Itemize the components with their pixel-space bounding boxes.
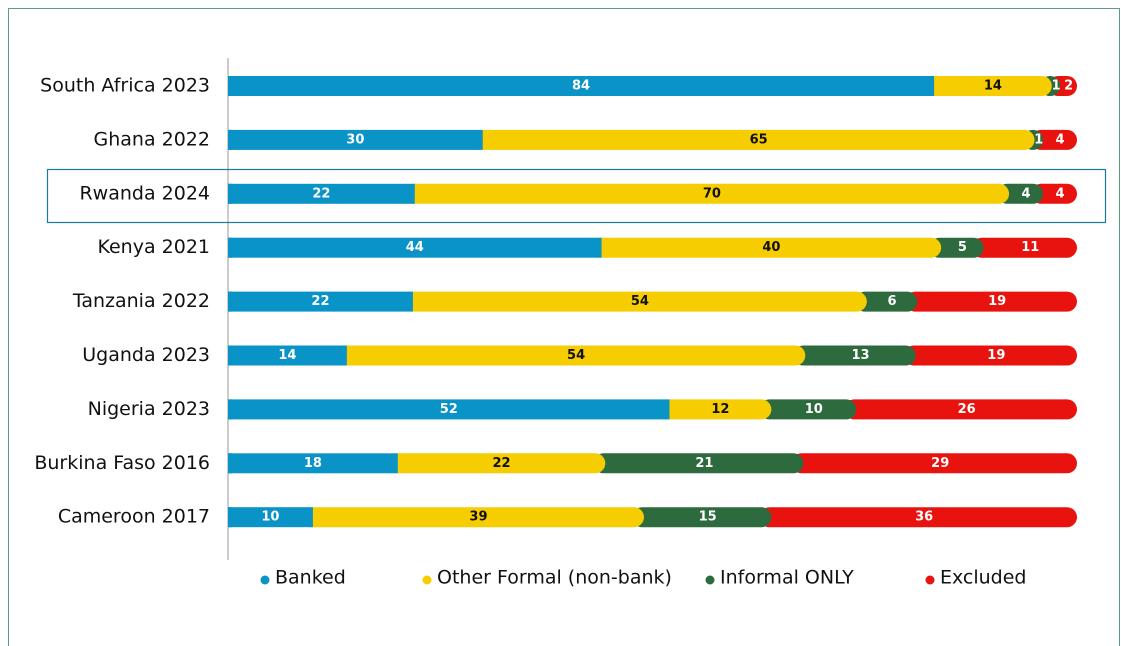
bar-segment (228, 399, 670, 420)
bar-segment (470, 129, 1035, 150)
bar-cap (228, 345, 232, 366)
bar-cap (228, 507, 232, 528)
legend-label: Informal ONLY (720, 567, 854, 589)
highlight-box (46, 168, 1107, 224)
legend-marker (705, 575, 715, 585)
value-label: 5 (958, 240, 967, 255)
bar-segment (1031, 183, 1077, 204)
value-label: 52 (440, 402, 458, 417)
value-label: 14 (984, 79, 1002, 94)
value-label: 6 (888, 294, 897, 309)
value-label: 4 (1055, 132, 1064, 147)
value-label: 40 (762, 240, 780, 255)
bar-cap (228, 291, 232, 312)
value-label: 29 (931, 456, 949, 471)
bar-segment (971, 237, 1077, 258)
value-label: 44 (406, 240, 424, 255)
bar-segment (228, 507, 313, 528)
value-label: 19 (987, 348, 1005, 363)
frame (8, 8, 1120, 646)
bar-segment (997, 183, 1044, 204)
bar-segment (759, 399, 857, 420)
bar-segment (228, 129, 483, 150)
bar-segment (929, 237, 984, 258)
bar-segment (657, 399, 772, 420)
bar-segment (385, 453, 606, 474)
bar-cap (228, 237, 232, 258)
legend-label: Excluded (940, 567, 1027, 589)
bar-cap (228, 76, 232, 96)
value-label: 65 (750, 132, 768, 147)
value-label: 1 (1051, 79, 1060, 94)
value-label: 39 (469, 510, 487, 525)
value-label: 13 (851, 348, 869, 363)
bar-segment (589, 237, 942, 258)
bar-segment (854, 291, 918, 312)
bar-segment (593, 453, 804, 474)
bar-segment (228, 453, 398, 474)
legend-marker (422, 575, 432, 585)
bar-cap (228, 453, 232, 474)
bar-segment (228, 237, 602, 258)
bar-segment (759, 507, 1077, 528)
bar-cap (228, 399, 232, 420)
value-label: 11 (1021, 240, 1039, 255)
value-label: 1 (1034, 132, 1043, 147)
legend-label: Banked (275, 567, 346, 589)
category-label: Burkina Faso 2016 (34, 452, 210, 474)
value-label: 19 (988, 294, 1006, 309)
category-label: Tanzania 2022 (72, 290, 210, 312)
bar-segment (334, 345, 806, 366)
legend-marker (925, 575, 935, 585)
value-label: 22 (312, 186, 330, 201)
legend-marker (260, 575, 270, 585)
category-label: Nigeria 2023 (88, 398, 210, 420)
value-label: 22 (311, 294, 329, 309)
value-label: 70 (703, 186, 721, 201)
value-label: 10 (805, 402, 823, 417)
bar-segment (228, 183, 415, 204)
bar-segment (1031, 129, 1077, 150)
bar-segment (903, 345, 1077, 366)
category-label: Kenya 2021 (97, 236, 210, 258)
value-label: 2 (1064, 79, 1073, 94)
category-label: Uganda 2023 (82, 344, 210, 366)
value-label: 30 (346, 132, 364, 147)
value-label: 4 (1055, 186, 1064, 201)
bar-cap (228, 129, 232, 150)
category-label: South Africa 2023 (40, 75, 210, 97)
bar-segment (402, 183, 1010, 204)
category-label: Rwanda 2024 (79, 182, 210, 204)
value-label: 22 (493, 456, 511, 471)
bar-segment (791, 453, 1077, 474)
bar-segment (844, 399, 1077, 420)
bar-segment (228, 76, 935, 96)
bar-segment (793, 345, 916, 366)
bar-segment (228, 345, 347, 366)
value-label: 4 (1022, 186, 1031, 201)
value-label: 18 (304, 456, 322, 471)
value-label: 12 (711, 402, 729, 417)
bar-segment (632, 507, 772, 528)
value-label: 21 (695, 456, 713, 471)
value-label: 15 (699, 510, 717, 525)
bar-cap (228, 183, 232, 204)
category-label: Cameroon 2017 (58, 506, 210, 528)
bar-segment (905, 291, 1077, 312)
value-label: 14 (278, 348, 296, 363)
bar-segment (400, 291, 867, 312)
value-label: 84 (572, 79, 590, 94)
bar-segment (300, 507, 645, 528)
bar-segment (228, 291, 413, 312)
value-label: 36 (915, 510, 933, 525)
category-label: Ghana 2022 (94, 128, 211, 150)
value-label: 26 (958, 402, 976, 417)
value-label: 54 (567, 348, 585, 363)
value-label: 54 (631, 294, 649, 309)
legend-label: Other Formal (non-bank) (437, 567, 672, 589)
bar-segment (922, 76, 1052, 96)
value-label: 10 (261, 510, 279, 525)
